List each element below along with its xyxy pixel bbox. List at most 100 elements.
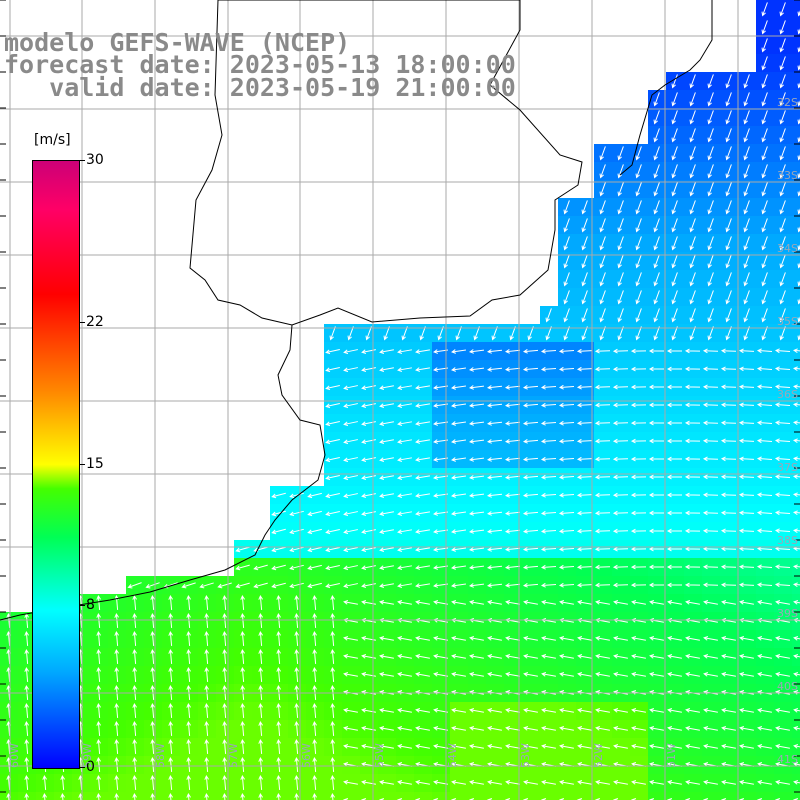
wind-arrow (343, 475, 358, 481)
wind-arrow (289, 528, 304, 535)
wind-arrow (397, 475, 412, 480)
wind-arrow (576, 564, 593, 570)
wind-speed-cell (360, 792, 378, 800)
wind-arrow (379, 744, 394, 749)
wind-arrow (779, 326, 786, 341)
wind-arrow (523, 726, 538, 731)
wind-arrow (725, 146, 732, 161)
wind-arrow (797, 208, 800, 215)
wind-arrow (739, 708, 754, 713)
wind-arrow (505, 744, 520, 749)
wind-arrow (276, 648, 282, 665)
wind-arrow (289, 546, 304, 553)
wind-arrow (469, 349, 485, 354)
wind-speed-cell (792, 792, 800, 800)
wind-arrow (96, 756, 102, 773)
wind-arrow (720, 366, 737, 372)
wind-arrow (653, 272, 660, 287)
latitude-label: 34S (777, 242, 798, 255)
wind-arrow (725, 326, 732, 341)
wind-arrow (761, 236, 768, 251)
wind-arrow (689, 236, 696, 251)
wind-speed-cell (576, 792, 594, 800)
wind-arrow (739, 600, 754, 605)
wind-arrow (379, 636, 394, 641)
wind-arrow (703, 780, 718, 785)
wind-arrow (563, 254, 570, 269)
wind-arrow (707, 254, 714, 269)
wind-arrow (666, 420, 683, 426)
wind-arrow (522, 402, 539, 408)
wind-arrow (756, 510, 773, 516)
wind-arrow (397, 385, 412, 390)
wind-arrow (504, 511, 521, 516)
wind-arrow (630, 582, 647, 588)
wind-arrow (294, 630, 300, 647)
wind-arrow (199, 582, 214, 589)
wind-arrow (473, 326, 480, 341)
wind-arrow (204, 630, 210, 647)
wind-arrow (312, 720, 318, 737)
wind-arrow (204, 738, 210, 755)
wind-arrow (648, 348, 665, 354)
wind-arrow (703, 672, 718, 677)
wind-arrow (761, 272, 768, 287)
wind-arrow (235, 564, 250, 571)
wind-arrow (793, 744, 800, 749)
wind-arrow (150, 666, 156, 683)
wind-arrow (379, 565, 394, 570)
wind-arrow (294, 756, 300, 773)
wind-arrow (222, 738, 228, 755)
latitude-label: 36S (777, 388, 798, 401)
wind-arrow (761, 92, 768, 107)
wind-arrow (797, 118, 800, 125)
wind-arrow (797, 226, 800, 233)
wind-arrow (594, 510, 611, 516)
wind-arrow (739, 654, 754, 659)
wind-arrow (671, 128, 678, 143)
wind-arrow (702, 366, 719, 372)
wind-arrow (186, 792, 192, 800)
wind-arrow (558, 510, 575, 516)
wind-arrow (540, 348, 557, 354)
wind-arrow (761, 254, 768, 269)
wind-arrow (379, 726, 394, 731)
wind-arrow (774, 366, 791, 372)
wind-arrow (168, 702, 174, 719)
wind-arrow (523, 744, 538, 749)
wind-arrow (797, 46, 800, 53)
wind-arrow (594, 456, 611, 462)
wind-arrow (649, 726, 664, 731)
wind-arrow (204, 612, 210, 629)
wind-arrow (599, 254, 606, 269)
wind-arrow (276, 756, 282, 773)
wind-arrow (720, 492, 737, 498)
wind-arrow (343, 636, 358, 641)
wind-arrow (276, 738, 282, 755)
wind-arrow (397, 367, 412, 372)
wind-arrow (779, 38, 786, 53)
wind-arrow (343, 600, 358, 605)
wind-arrow (397, 780, 412, 785)
wind-arrow (648, 528, 665, 534)
wind-arrow (325, 510, 340, 517)
wind-arrow (774, 582, 791, 588)
wind-arrow (684, 456, 701, 462)
wind-arrow (666, 348, 683, 354)
wind-arrow (276, 594, 282, 611)
wind-arrow (581, 236, 588, 251)
wind-arrow (792, 492, 800, 498)
wind-arrow (595, 744, 610, 749)
wind-arrow (240, 666, 246, 683)
wind-arrow (540, 564, 557, 570)
wind-arrow (612, 492, 629, 498)
wind-arrow (612, 528, 629, 534)
wind-arrow (330, 774, 336, 791)
wind-arrow (738, 438, 755, 444)
wind-arrow (96, 666, 102, 683)
wind-arrow (743, 218, 750, 233)
wind-arrow (617, 254, 624, 269)
wind-arrow (487, 600, 502, 605)
wind-arrow (540, 582, 557, 588)
wind-arrow (312, 648, 318, 665)
